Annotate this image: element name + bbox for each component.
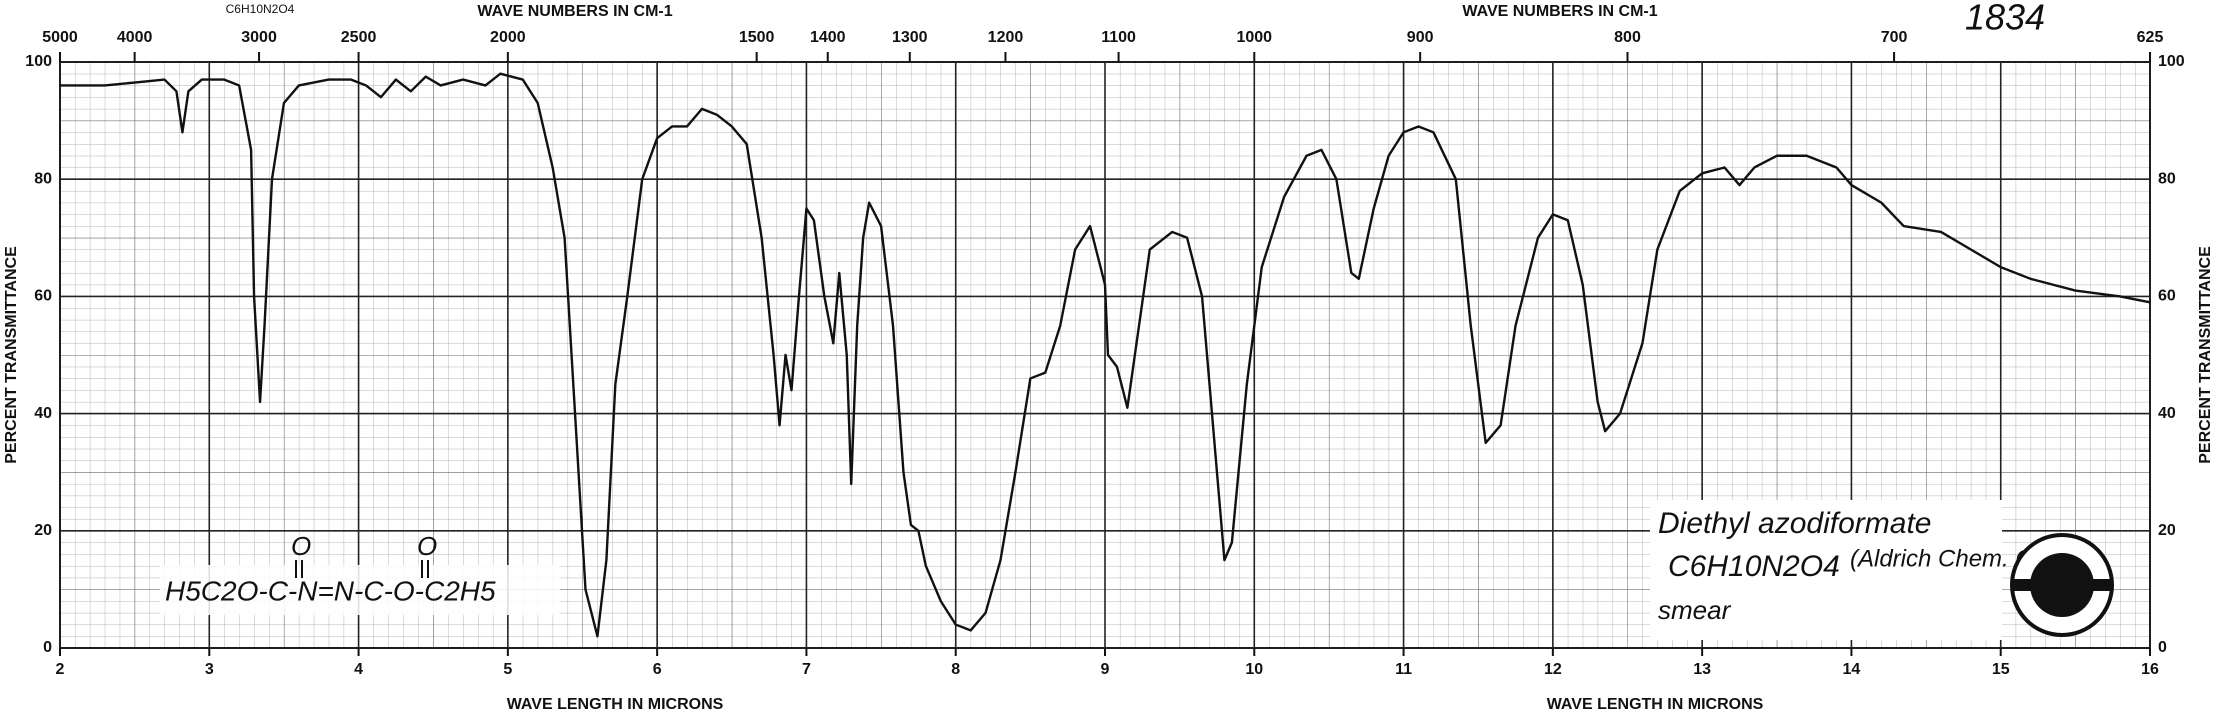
x2-tick-label: 2000 [490,29,526,46]
structure-backdrop [160,565,560,615]
x-axis-label: WAVE LENGTH IN MICRONS [1547,696,1764,713]
sample-method: smear [1658,595,1732,625]
header-formula: C6H10N2O4 [226,2,295,16]
y-tick-label: 80 [34,170,52,187]
y-tick-label: 60 [2158,288,2176,305]
x-axis-label: WAVE LENGTH IN MICRONS [507,696,724,713]
logo [2010,533,2114,637]
x-tick-label: 10 [1245,661,1263,678]
x2-tick-label: 1400 [810,29,846,46]
x-tick-label: 15 [1992,661,2010,678]
y-tick-label: 80 [2158,170,2176,187]
x-tick-label: 9 [1101,661,1110,678]
x2-tick-label: 2500 [341,29,377,46]
y-tick-label: 60 [34,288,52,305]
x2-tick-label: 1000 [1236,29,1272,46]
y-tick-label: 40 [2158,405,2176,422]
y-axis-label: PERCENT TRANSMITTANCE [2197,246,2214,464]
x2-tick-label: 4000 [117,29,153,46]
x2-tick-label: 625 [2137,29,2164,46]
x2-tick-label: 800 [1614,29,1641,46]
y-tick-label: 20 [34,522,52,539]
y-tick-label: 20 [2158,522,2176,539]
y-tick-label: 100 [2158,53,2185,70]
annotation-box [1650,500,2002,640]
x2-tick-label: 1500 [739,29,775,46]
x-tick-label: 12 [1544,661,1562,678]
x2-tick-label: 3000 [241,29,277,46]
x2-tick-label: 1300 [892,29,928,46]
compound-formula: C6H10N2O4 [1668,550,1840,583]
x2-axis-label: WAVE NUMBERS IN CM-1 [1462,3,1657,20]
x-tick-label: 5 [503,661,512,678]
double-bond [295,560,429,578]
x-tick-label: 16 [2141,661,2159,678]
x-tick-label: 13 [1693,661,1711,678]
x2-tick-label: 700 [1881,29,1908,46]
compound-name: Diethyl azodiformate [1658,507,1931,540]
x2-tick-label: 900 [1407,29,1434,46]
carbonyl-oxygen: O [417,531,437,561]
x-tick-label: 7 [802,661,811,678]
y-tick-label: 40 [34,405,52,422]
y-tick-label: 0 [2158,639,2167,656]
y-tick-label: 100 [25,53,52,70]
x-tick-label: 2 [56,661,65,678]
x-tick-label: 14 [1843,661,1861,678]
x2-tick-label: 5000 [42,29,78,46]
x-tick-label: 3 [205,661,214,678]
x2-axis-label: WAVE NUMBERS IN CM-1 [477,3,672,20]
x-tick-label: 8 [951,661,960,678]
spectrum-line [60,72,2151,638]
carbonyl-oxygen: O [291,531,311,561]
structure-formula: H5C2O-C-N=N-C-O-C2H5 [165,575,496,606]
spectrum-number: 1834 [1965,0,2045,38]
y-tick-label: 0 [43,639,52,656]
y-axis-label: PERCENT TRANSMITTANCE [3,246,20,464]
x-tick-label: 4 [354,661,363,678]
x-tick-label: 6 [653,661,662,678]
x2-tick-label: 1200 [988,29,1024,46]
x2-tick-label: 1100 [1101,29,1136,46]
x-tick-label: 11 [1395,661,1412,678]
